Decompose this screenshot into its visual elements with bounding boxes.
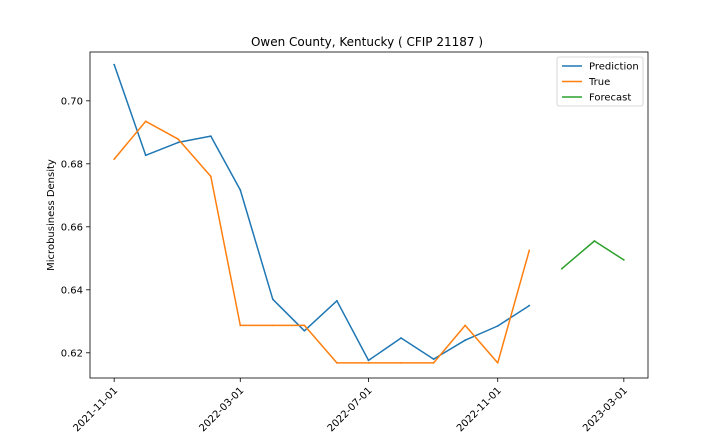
legend-label-true: True: [588, 77, 610, 88]
data-point-true: [271, 324, 274, 327]
data-point-true: [464, 324, 467, 327]
data-point-forecast: [622, 258, 625, 261]
x-tick-label: 2021-11-01: [71, 385, 120, 432]
y-axis-label: Microbusiness Density: [46, 159, 57, 271]
data-point-true: [432, 361, 435, 364]
data-point-prediction: [239, 189, 242, 191]
series-line-true: [113, 120, 531, 364]
x-tick-label: 2022-03-01: [198, 385, 247, 432]
data-point-forecast: [560, 267, 563, 270]
data-point-prediction: [144, 154, 147, 157]
data-point-true: [367, 361, 370, 364]
data-point-prediction: [400, 337, 402, 339]
data-point-prediction: [113, 63, 116, 66]
data-point-prediction: [496, 325, 499, 327]
data-point-true: [303, 324, 306, 327]
data-point-prediction: [209, 135, 212, 137]
y-axis: 0.62 0.64 0.66 0.68 0.70: [61, 96, 90, 359]
data-point-true: [528, 249, 531, 252]
data-point-true: [239, 324, 242, 327]
legend-box: [556, 56, 644, 107]
data-point-true: [496, 361, 499, 364]
legend-label-forecast: Forecast: [589, 93, 631, 104]
data-point-prediction: [271, 298, 274, 301]
y-tick-label: 0.62: [61, 348, 83, 359]
y-tick-label: 0.68: [61, 159, 83, 170]
data-point-true: [209, 175, 212, 178]
series-layer: [113, 63, 625, 364]
data-point-true: [144, 120, 147, 123]
data-point-forecast: [593, 240, 596, 242]
data-point-prediction: [177, 141, 180, 144]
x-tick-label: 2022-11-01: [455, 385, 504, 432]
y-tick-label: 0.64: [61, 285, 83, 296]
chart-title: Owen County, Kentucky ( CFIP 21187 ): [251, 35, 483, 49]
data-point-true: [400, 361, 402, 364]
data-point-prediction: [528, 304, 531, 307]
data-point-true: [177, 138, 180, 141]
x-tick-label: 2022-07-01: [326, 385, 375, 432]
plot-area: [89, 51, 649, 379]
data-point-prediction: [336, 299, 338, 302]
data-point-prediction: [464, 339, 467, 342]
legend-label-prediction: Prediction: [589, 62, 639, 73]
data-point-true: [113, 158, 116, 160]
y-tick-label: 0.66: [61, 222, 83, 233]
data-point-prediction: [432, 358, 435, 361]
data-point-prediction: [367, 359, 370, 362]
x-tick-label: 2023-03-01: [581, 385, 630, 432]
data-point-prediction: [303, 329, 306, 332]
series-line-prediction: [113, 64, 530, 362]
data-point-true: [336, 361, 338, 364]
x-axis: 2021-11-01 2022-03-01 2022-07-01 2022-11-01…: [71, 378, 630, 432]
y-tick-label: 0.70: [61, 96, 83, 107]
legend: Prediction True Forecast: [556, 56, 644, 107]
